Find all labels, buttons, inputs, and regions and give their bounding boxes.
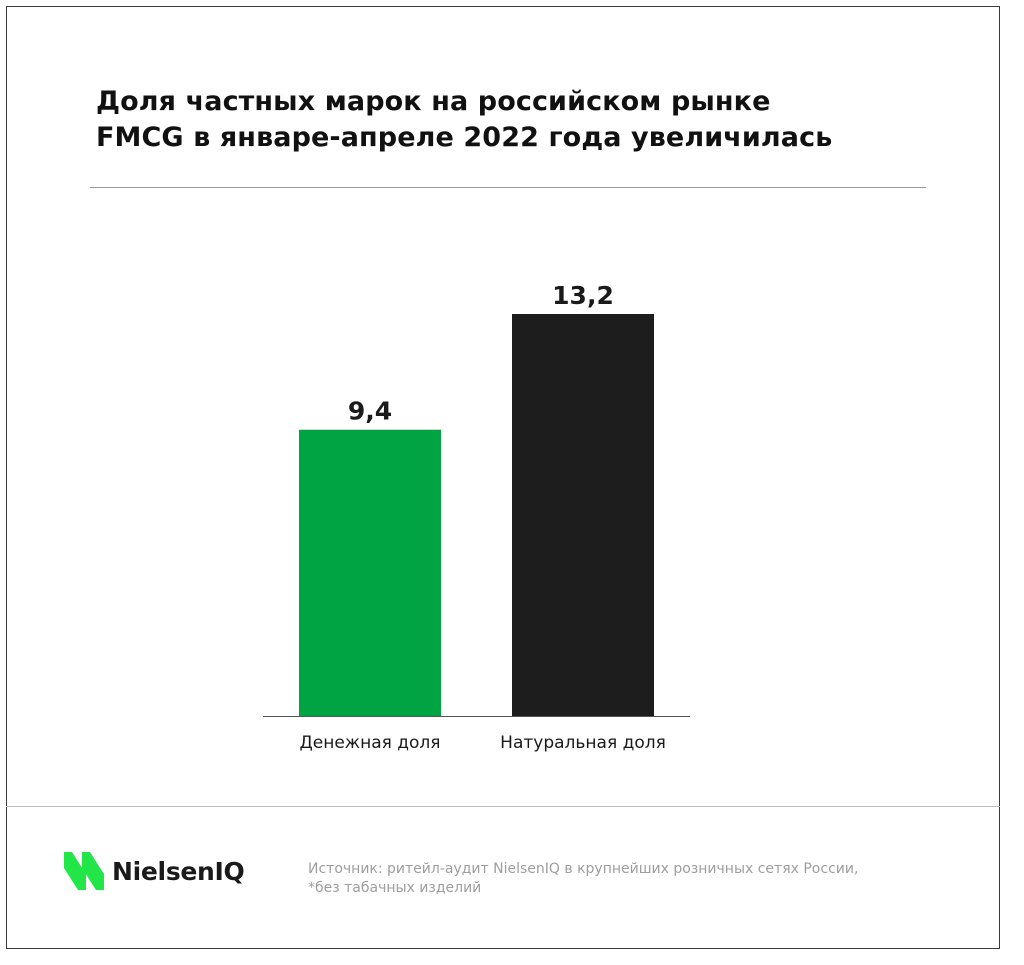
title-divider — [90, 187, 926, 188]
footer-divider — [6, 806, 1000, 807]
card-frame — [6, 6, 1000, 949]
source-line-1: Источник: ритейл-аудит NielsenIQ в крупн… — [308, 861, 859, 877]
chart-title-line-2: FMCG в январе-апреле 2022 года увеличила… — [96, 122, 833, 153]
nielseniq-logo-icon — [64, 852, 104, 890]
data-label-2: 13,2 — [552, 281, 614, 310]
category-label-1: Денежная доля — [299, 733, 440, 753]
source-note: Источник: ритейл-аудит NielsenIQ в крупн… — [308, 860, 968, 898]
source-line-2: *без табачных изделий — [308, 880, 482, 896]
bar-2 — [512, 314, 654, 716]
nielseniq-logo: NielsenIQ — [62, 846, 245, 896]
bar-1 — [299, 429, 441, 716]
category-label-2: Натуральная доля — [500, 733, 666, 753]
chart-title-line-1: Доля частных марок на российском рынке — [96, 86, 771, 117]
data-label-1: 9,4 — [348, 397, 392, 426]
chart-title: Доля частных марок на российском рынке F… — [96, 84, 936, 156]
bar-chart: 9,4 Денежная доля 13,2 Натуральная доля — [263, 281, 690, 753]
brand-name: NielsenIQ — [112, 856, 245, 886]
